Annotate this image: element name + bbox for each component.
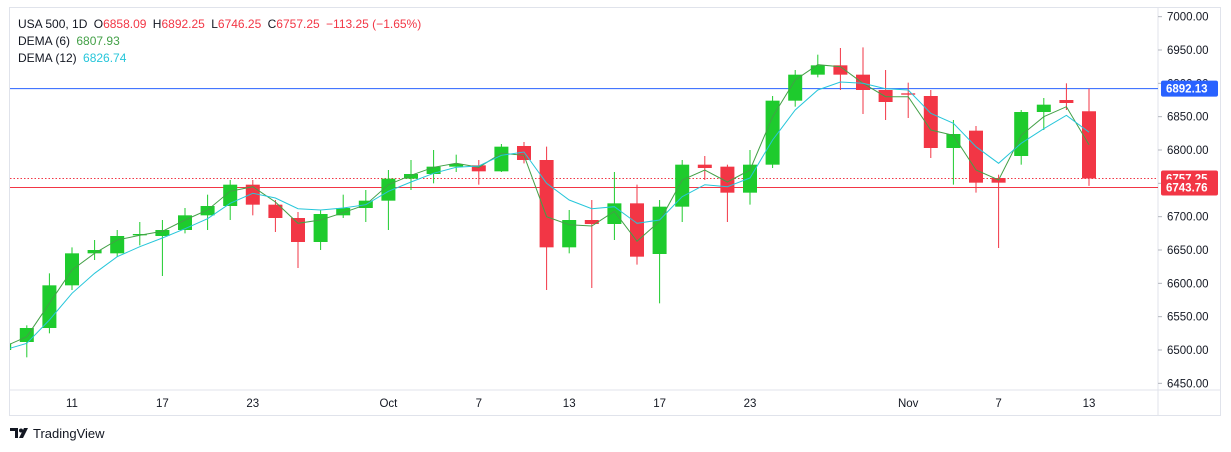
symbol: USA 500, 1D — [18, 17, 88, 31]
candle-body — [155, 230, 170, 236]
candle-body — [765, 100, 780, 165]
candle-body — [1036, 104, 1051, 112]
candle-body — [788, 74, 803, 101]
x-tick-label: 13 — [563, 398, 576, 410]
legend-value: 6807.93 — [76, 34, 120, 48]
candle-body — [630, 203, 644, 257]
y-tick-label: 6450.00 — [1167, 378, 1209, 390]
indicator-legend: DEMA (6) 6807.93 — [18, 34, 120, 48]
y-tick-label: 7000.00 — [1167, 12, 1209, 24]
candle-body — [1059, 100, 1074, 103]
y-tick-label: 6600.00 — [1167, 278, 1209, 290]
candle-body — [878, 90, 893, 102]
candle-body — [178, 215, 192, 230]
candle-body — [856, 74, 870, 90]
candle-body — [471, 165, 486, 172]
candle-body — [336, 208, 351, 216]
ohlc-label: O — [94, 17, 103, 31]
candle-body — [87, 250, 102, 254]
x-tick-label: 23 — [246, 398, 259, 410]
candle-body — [110, 236, 125, 254]
candle-body — [404, 174, 418, 179]
indicator-line — [10, 81, 1090, 349]
x-tick-label: 11 — [66, 398, 78, 410]
price-label: 6892.13 — [1166, 84, 1208, 96]
ohlc-value: 6858.09 — [103, 17, 147, 31]
candle-body — [132, 234, 147, 236]
indicator-line — [10, 64, 1090, 345]
candle-body — [381, 178, 396, 201]
y-tick-label: 6500.00 — [1167, 345, 1209, 357]
brand-logo — [10, 428, 28, 438]
candle-body — [652, 206, 667, 254]
candle-body — [223, 184, 238, 206]
plot-area — [10, 47, 1158, 358]
candle-body — [810, 65, 825, 75]
brand: TradingView — [33, 426, 105, 441]
y-tick-label: 6650.00 — [1167, 245, 1209, 257]
chart-frame — [9, 7, 1221, 416]
x-tick-label: 7 — [476, 398, 482, 410]
y-tick-label: 6800.00 — [1167, 145, 1209, 157]
ohlc-value: 6746.25 — [218, 17, 262, 31]
candle-body — [65, 253, 79, 286]
price-label-box — [1161, 80, 1218, 97]
candle-body — [607, 203, 622, 224]
axes: 6450.00 6500.00 6550.00 6600.00 6650.00 6700.… — [66, 12, 1218, 410]
candle-body — [268, 204, 283, 218]
ohlc-label: H — [153, 17, 162, 31]
x-tick-label: 13 — [1083, 398, 1096, 410]
candle-body — [42, 285, 57, 328]
candle-body — [901, 93, 916, 95]
x-tick-label: Nov — [898, 398, 919, 410]
x-tick-label: 23 — [744, 398, 757, 410]
candle-body — [675, 164, 690, 207]
candle-body — [494, 146, 509, 172]
change: −113.25 (−1.65%) — [326, 17, 421, 31]
ohlc-label: C — [268, 17, 277, 31]
candle-body — [584, 220, 599, 224]
indicator-legend: DEMA (12) 6826.74 — [18, 51, 127, 65]
ohlc-value: 6892.25 — [161, 17, 205, 31]
x-tick-label: 17 — [156, 398, 169, 410]
y-tick-label: 6700.00 — [1167, 212, 1209, 224]
candle-body — [833, 65, 848, 75]
ohlc-value: 6757.25 — [276, 17, 320, 31]
price-label-box — [1161, 179, 1218, 196]
x-tick-label: 17 — [653, 398, 666, 410]
x-tick-label: Oct — [379, 398, 398, 410]
y-tick-label: 6550.00 — [1167, 312, 1209, 324]
candle-body — [539, 160, 554, 248]
legend-value: 6826.74 — [83, 51, 127, 65]
candle-body — [291, 218, 305, 242]
candle-body — [946, 134, 961, 148]
candle-body — [562, 220, 577, 248]
ohlc-label: L — [211, 17, 218, 31]
candle-body — [426, 166, 441, 174]
legend-name: DEMA (6) — [18, 34, 70, 48]
candle-body — [1082, 111, 1096, 179]
candle-body — [969, 130, 983, 183]
header-ohlc: USA 500, 1D O6858.09 H6892.25 L6746.25 C… — [18, 17, 421, 31]
legend-name: DEMA (12) — [18, 51, 77, 65]
y-tick-label: 6850.00 — [1167, 112, 1209, 124]
x-tick-label: 7 — [995, 398, 1001, 410]
candle-body — [697, 164, 712, 168]
candle-body — [10, 343, 12, 350]
y-tick-label: 6950.00 — [1167, 45, 1209, 57]
price-label: 6743.76 — [1166, 182, 1208, 194]
candle-body — [200, 206, 215, 216]
candle-body — [1014, 112, 1029, 156]
candle-body — [449, 164, 464, 167]
